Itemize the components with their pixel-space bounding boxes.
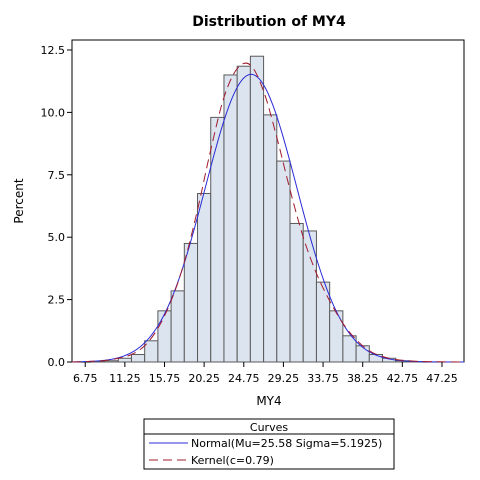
histogram-bar xyxy=(249,55,265,363)
histogram-bar xyxy=(236,65,251,363)
histogram-bar xyxy=(104,360,119,363)
chart-title: Distribution of MY4 xyxy=(192,14,346,30)
kernel-curve xyxy=(71,62,462,363)
x-tick-label: 15.75 xyxy=(149,372,181,385)
histogram-bar xyxy=(117,357,132,363)
y-axis-label: Percent xyxy=(12,178,26,223)
histogram-bar xyxy=(197,193,212,363)
x-tick-label: 11.25 xyxy=(109,372,141,385)
x-tick-label: 47.25 xyxy=(426,372,458,385)
normal-curve xyxy=(71,73,464,363)
legend-box xyxy=(143,418,395,470)
y-tick-label: 0.0 xyxy=(48,356,66,369)
y-tick-label: 10.0 xyxy=(41,106,66,119)
y-tick-label: 12.5 xyxy=(41,44,66,57)
y-tick-label: 5.0 xyxy=(48,231,66,244)
histogram-bar xyxy=(276,160,291,363)
x-tick-label: 6.75 xyxy=(73,372,98,385)
histogram-bar xyxy=(223,74,238,363)
histogram-bar xyxy=(329,310,344,363)
y-tick-label: 7.5 xyxy=(48,169,66,182)
histogram-bar xyxy=(263,114,278,363)
x-tick-label: 33.75 xyxy=(307,372,339,385)
x-tick-label: 24.75 xyxy=(228,372,260,385)
histogram-bar xyxy=(355,345,370,363)
histogram-bar xyxy=(289,222,304,363)
bars-group xyxy=(91,55,423,363)
curves-group xyxy=(71,62,464,363)
x-axis-ticks: 6.75 11.25 15.75 20.25 24.75 29.25 33.75 38.25 4… xyxy=(73,362,458,385)
legend-label-normal: Normal(Mu=25.58 Sigma=5.1925) xyxy=(191,437,382,450)
y-tick-label: 2.5 xyxy=(48,294,66,307)
histogram-bar xyxy=(170,290,185,363)
x-tick-label: 20.25 xyxy=(188,372,220,385)
histogram-bar xyxy=(315,281,331,363)
histogram-bar xyxy=(368,354,384,363)
legend: Curves Normal(Mu=25.58 Sigma=5.1925) Ker… xyxy=(143,418,395,470)
legend-label-kernel: Kernel(c=0.79) xyxy=(191,454,274,467)
histogram-bar xyxy=(130,354,146,363)
x-tick-label: 42.75 xyxy=(387,372,419,385)
histogram-bar xyxy=(183,242,199,363)
x-tick-label: 38.25 xyxy=(347,372,379,385)
x-tick-label: 29.25 xyxy=(268,372,300,385)
y-axis-ticks: 0.0 2.5 5.0 7.5 10.0 12.5 xyxy=(41,44,72,369)
x-axis-label: MY4 xyxy=(256,394,281,408)
legend-title: Curves xyxy=(250,421,288,434)
histogram-bar xyxy=(157,310,172,363)
histogram-bar xyxy=(210,116,225,363)
